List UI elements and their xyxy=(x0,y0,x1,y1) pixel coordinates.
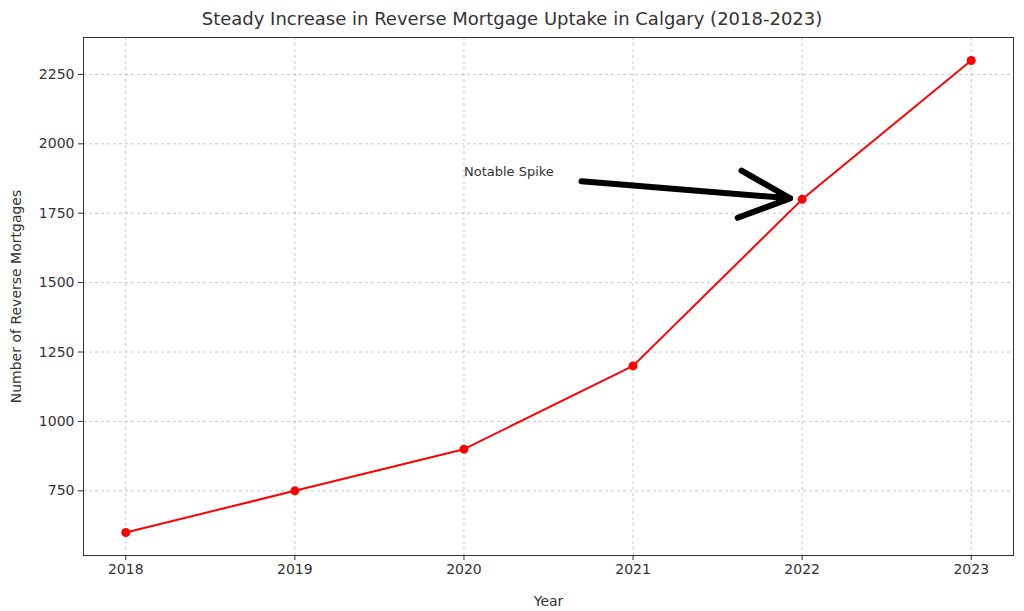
svg-text:1250: 1250 xyxy=(39,343,75,359)
svg-text:2021: 2021 xyxy=(615,561,651,577)
svg-text:2019: 2019 xyxy=(277,561,313,577)
svg-text:2020: 2020 xyxy=(446,561,482,577)
svg-text:Year: Year xyxy=(533,593,564,609)
svg-text:Number of Reverse Mortgages: Number of Reverse Mortgages xyxy=(8,190,24,404)
svg-text:2022: 2022 xyxy=(784,561,820,577)
svg-text:2018: 2018 xyxy=(108,561,144,577)
svg-text:2000: 2000 xyxy=(39,135,75,151)
svg-text:2023: 2023 xyxy=(953,561,989,577)
svg-text:1750: 1750 xyxy=(39,205,75,221)
svg-text:750: 750 xyxy=(48,482,75,498)
svg-text:1500: 1500 xyxy=(39,274,75,290)
svg-text:Notable Spike: Notable Spike xyxy=(464,164,554,179)
svg-text:2250: 2250 xyxy=(39,66,75,82)
html-text:Steady Increase in Reverse Mor: Steady Increase in Reverse Mortgage Upta… xyxy=(201,8,823,29)
svg-text:1000: 1000 xyxy=(39,413,75,429)
